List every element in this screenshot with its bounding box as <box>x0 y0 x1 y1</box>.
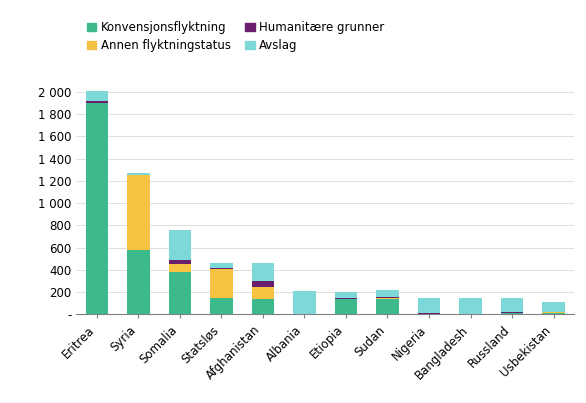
Bar <box>210 268 233 269</box>
Bar <box>293 291 316 314</box>
Bar <box>251 281 274 287</box>
Bar <box>210 298 233 314</box>
Bar <box>542 312 565 313</box>
Bar <box>376 291 399 297</box>
Bar <box>335 292 357 298</box>
Bar <box>169 264 192 272</box>
Bar <box>500 312 523 313</box>
Bar <box>500 313 523 314</box>
Bar <box>127 174 150 175</box>
Bar <box>335 298 357 299</box>
Bar <box>376 297 399 298</box>
Bar <box>251 287 274 299</box>
Bar <box>459 298 482 314</box>
Bar <box>169 230 192 260</box>
Bar <box>86 103 108 314</box>
Bar <box>86 91 108 101</box>
Bar <box>251 299 274 314</box>
Bar <box>335 299 357 314</box>
Legend: Konvensjonsflyktning, Annen flyktningstatus, Humanitære grunner, Avslag: Konvensjonsflyktning, Annen flyktningsta… <box>82 17 389 56</box>
Bar <box>251 263 274 281</box>
Bar <box>542 313 565 314</box>
Bar <box>210 269 233 298</box>
Bar <box>376 299 399 314</box>
Bar <box>418 313 441 314</box>
Bar <box>127 175 150 250</box>
Bar <box>418 298 441 313</box>
Bar <box>127 250 150 314</box>
Bar <box>169 272 192 314</box>
Bar <box>542 301 565 312</box>
Bar <box>210 263 233 268</box>
Bar <box>500 298 523 312</box>
Bar <box>376 298 399 299</box>
Bar <box>169 260 192 264</box>
Bar <box>127 173 150 174</box>
Bar <box>86 101 108 103</box>
